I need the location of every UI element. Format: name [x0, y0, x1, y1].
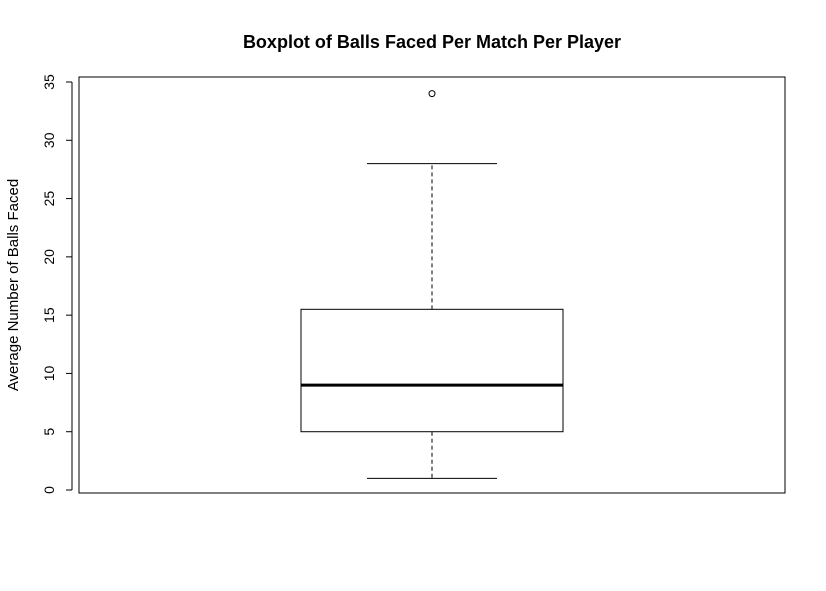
y-tick-label: 30	[41, 132, 57, 148]
iqr-box	[300, 308, 564, 433]
y-tick-label: 20	[41, 249, 57, 265]
y-tick-label: 25	[41, 191, 57, 207]
plot-frame	[78, 76, 786, 494]
y-axis: 0 5 10 15 20 25 30 35	[41, 74, 73, 494]
y-tick-label: 5	[41, 428, 57, 436]
chart-title: Boxplot of Balls Faced Per Match Per Pla…	[243, 32, 621, 52]
y-tick-label: 10	[41, 365, 57, 381]
y-tick-label: 35	[41, 74, 57, 90]
outlier-point	[428, 90, 436, 98]
y-tick-label: 0	[41, 486, 57, 494]
box-plot	[300, 90, 564, 479]
y-axis-label: Average Number of Balls Faced	[5, 179, 22, 391]
y-tick-label: 15	[41, 307, 57, 323]
